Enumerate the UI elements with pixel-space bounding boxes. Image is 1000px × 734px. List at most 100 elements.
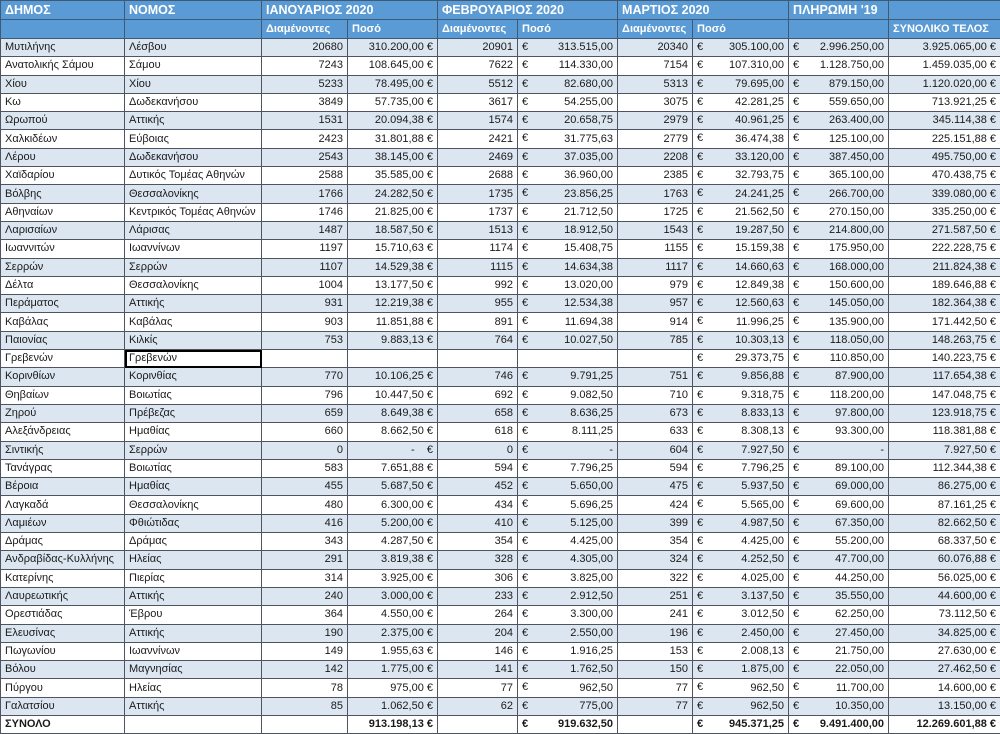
cell-feb-amount[interactable]: €54.255,00: [518, 93, 618, 111]
cell-mar-amount[interactable]: €3.012,50: [693, 606, 789, 624]
cell-pay19-amount[interactable]: €266.700,00: [789, 185, 889, 203]
cell-pay19-amount[interactable]: €69.000,00: [789, 478, 889, 496]
cell-jan-amount[interactable]: [348, 350, 438, 368]
cell-mar-residents[interactable]: 241: [618, 606, 693, 624]
cell-pay19-amount[interactable]: €27.450,00: [789, 624, 889, 642]
cell-nomos[interactable]: Κεντρικός Τομέας Αθηνών: [125, 203, 262, 221]
cell-nomos[interactable]: Πρέβεζας: [125, 404, 262, 422]
cell-total-amount[interactable]: 148.263,75 €: [889, 331, 1000, 349]
cell-pay19-amount[interactable]: €2.996.250,00: [789, 39, 889, 57]
cell-mar-amount[interactable]: €15.159,38: [693, 240, 789, 258]
cell-pay19-amount[interactable]: €10.350,00: [789, 697, 889, 715]
cell-total-amount[interactable]: 123.918,75 €: [889, 404, 1000, 422]
cell-feb-amount[interactable]: €5.696,25: [518, 496, 618, 514]
cell-jan-residents[interactable]: 2588: [262, 167, 348, 185]
cell-jan-amount[interactable]: 3.925,00 €: [348, 569, 438, 587]
cell-feb-residents[interactable]: 328: [438, 551, 518, 569]
cell-mar-amount[interactable]: €9.856,88: [693, 368, 789, 386]
cell-feb-residents[interactable]: 3617: [438, 93, 518, 111]
cell-pay19-amount[interactable]: €89.100,00: [789, 459, 889, 477]
cell-total-amount[interactable]: 117.654,38 €: [889, 368, 1000, 386]
cell-total-mar-amount[interactable]: €945.371,25: [693, 715, 789, 733]
cell-nomos[interactable]: Αττικής: [125, 587, 262, 605]
cell-jan-residents[interactable]: 903: [262, 313, 348, 331]
cell-dimos[interactable]: Χαλκιδέων: [1, 130, 125, 148]
cell-dimos[interactable]: Κατερίνης: [1, 569, 125, 587]
cell-mar-amount[interactable]: €12.849,38: [693, 276, 789, 294]
cell-mar-residents[interactable]: 1543: [618, 221, 693, 239]
cell-dimos[interactable]: Πύργου: [1, 679, 125, 697]
cell-pay19-amount[interactable]: €270.150,00: [789, 203, 889, 221]
cell-feb-residents[interactable]: 618: [438, 423, 518, 441]
cell-nomos[interactable]: Ιωαννίνων: [125, 240, 262, 258]
cell-feb-amount[interactable]: €7.796,25: [518, 459, 618, 477]
cell-nomos[interactable]: Θεσσαλονίκης: [125, 185, 262, 203]
cell-total-feb-amount[interactable]: €919.632,50: [518, 715, 618, 733]
header-jan-amount[interactable]: Ποσό: [348, 20, 438, 39]
cell-mar-amount[interactable]: €24.241,25: [693, 185, 789, 203]
cell-mar-residents[interactable]: 150: [618, 661, 693, 679]
cell-nomos[interactable]: Καβάλας: [125, 313, 262, 331]
header-dimos-sub[interactable]: [1, 20, 125, 39]
cell-mar-amount[interactable]: €36.474,38: [693, 130, 789, 148]
cell-nomos[interactable]: Δυτικός Τομέας Αθηνών: [125, 167, 262, 185]
cell-total-amount[interactable]: 118.381,88 €: [889, 423, 1000, 441]
cell-feb-amount[interactable]: €313.515,00: [518, 39, 618, 57]
cell-jan-residents[interactable]: 770: [262, 368, 348, 386]
cell-total-amount[interactable]: 86.275,00 €: [889, 478, 1000, 496]
cell-feb-amount[interactable]: €13.020,00: [518, 276, 618, 294]
cell-feb-amount[interactable]: €10.027,50: [518, 331, 618, 349]
header-jan-residents[interactable]: Διαμένοντες: [262, 20, 348, 39]
cell-pay19-amount[interactable]: €-: [789, 441, 889, 459]
cell-jan-amount[interactable]: 18.587,50 €: [348, 221, 438, 239]
cell-jan-residents[interactable]: 753: [262, 331, 348, 349]
cell-feb-residents[interactable]: 2421: [438, 130, 518, 148]
cell-total-jan-amount[interactable]: 913.198,13 €: [348, 715, 438, 733]
cell-dimos[interactable]: Λαυρεωτικής: [1, 587, 125, 605]
cell-jan-residents[interactable]: 5233: [262, 75, 348, 93]
cell-jan-amount[interactable]: 4.550,00 €: [348, 606, 438, 624]
cell-nomos[interactable]: Αττικής: [125, 112, 262, 130]
cell-mar-residents[interactable]: 77: [618, 679, 693, 697]
cell-feb-amount[interactable]: €21.712,50: [518, 203, 618, 221]
header-nomos[interactable]: ΝΟΜΟΣ: [125, 1, 262, 20]
cell-mar-residents[interactable]: 710: [618, 386, 693, 404]
cell-nomos[interactable]: Λάρισας: [125, 221, 262, 239]
cell-mar-amount[interactable]: €33.120,00: [693, 148, 789, 166]
cell-mar-residents[interactable]: 196: [618, 624, 693, 642]
cell-jan-residents[interactable]: 480: [262, 496, 348, 514]
cell-feb-amount[interactable]: €2.550,00: [518, 624, 618, 642]
cell-jan-amount[interactable]: 310.200,00 €: [348, 39, 438, 57]
cell-feb-residents[interactable]: 410: [438, 514, 518, 532]
cell-dimos[interactable]: Βόλβης: [1, 185, 125, 203]
cell-jan-residents[interactable]: [262, 350, 348, 368]
cell-mar-residents[interactable]: 751: [618, 368, 693, 386]
cell-dimos[interactable]: Ελευσίνας: [1, 624, 125, 642]
cell-nomos[interactable]: Σερρών: [125, 258, 262, 276]
cell-feb-residents[interactable]: 658: [438, 404, 518, 422]
cell-pay19-amount[interactable]: €67.350,00: [789, 514, 889, 532]
cell-mar-amount[interactable]: €19.287,50: [693, 221, 789, 239]
cell-feb-amount[interactable]: €4.425,00: [518, 533, 618, 551]
cell-mar-residents[interactable]: 7154: [618, 57, 693, 75]
cell-jan-residents[interactable]: 1531: [262, 112, 348, 130]
cell-jan-residents[interactable]: 796: [262, 386, 348, 404]
cell-jan-amount[interactable]: 13.177,50 €: [348, 276, 438, 294]
cell-feb-amount[interactable]: €36.960,00: [518, 167, 618, 185]
cell-mar-residents[interactable]: 3075: [618, 93, 693, 111]
cell-jan-residents[interactable]: 1487: [262, 221, 348, 239]
cell-feb-amount[interactable]: €12.534,38: [518, 295, 618, 313]
cell-jan-residents[interactable]: 142: [262, 661, 348, 679]
cell-pay19-amount[interactable]: €135.900,00: [789, 313, 889, 331]
cell-jan-amount[interactable]: 5.200,00 €: [348, 514, 438, 532]
cell-mar-amount[interactable]: €2.008,13: [693, 642, 789, 660]
cell-dimos[interactable]: Ορεστιάδας: [1, 606, 125, 624]
cell-feb-amount[interactable]: [518, 350, 618, 368]
cell-mar-residents[interactable]: [618, 350, 693, 368]
cell-jan-amount[interactable]: 2.375,00 €: [348, 624, 438, 642]
cell-jan-amount[interactable]: 7.651,88 €: [348, 459, 438, 477]
cell-nomos[interactable]: Ημαθίας: [125, 478, 262, 496]
cell-mar-residents[interactable]: 673: [618, 404, 693, 422]
cell-feb-residents[interactable]: 692: [438, 386, 518, 404]
cell-mar-amount[interactable]: €42.281,25: [693, 93, 789, 111]
